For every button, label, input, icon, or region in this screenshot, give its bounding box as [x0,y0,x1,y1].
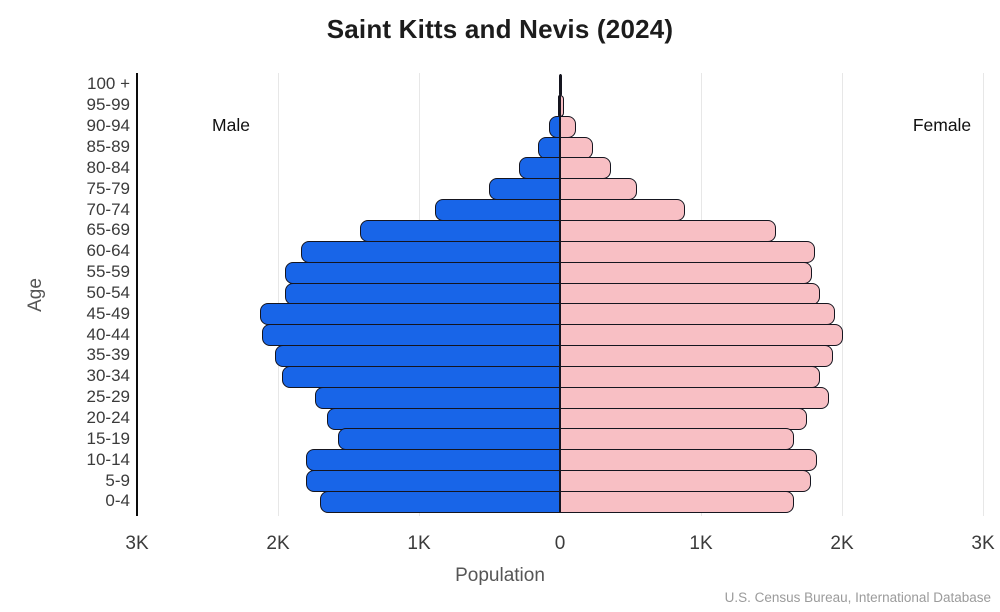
bar-male-30-34 [281,365,560,388]
bar-male-65-69 [360,219,560,242]
gridline [983,73,984,516]
bar-female-20-24 [560,407,807,430]
y-tick-label: 80-84 [86,157,130,177]
bar-female-60-64 [560,240,816,263]
y-tick-label: 55-59 [86,262,130,282]
bar-female-30-34 [560,365,821,388]
y-tick-label: 70-74 [86,199,130,219]
y-tick-label: 65-69 [86,220,130,240]
y-tick-label: 90-94 [86,116,130,136]
y-axis-line [136,73,138,516]
bar-male-75-79 [488,178,560,201]
x-tick-label: 0 [554,533,566,554]
bar-male-85-89 [538,136,560,159]
bar-female-65-69 [560,219,776,242]
y-tick-label: 30-34 [86,366,130,386]
bar-female-90-94 [560,115,576,138]
bar-female-80-84 [560,157,612,180]
chart-title: Saint Kitts and Nevis (2024) [326,14,674,44]
bar-female-45-49 [560,303,835,326]
bar-female-75-79 [560,178,637,201]
x-tick-label: 2K [830,533,854,554]
bar-female-15-19 [560,428,795,451]
bar-male-50-54 [285,282,560,305]
bar-male-10-14 [306,449,560,472]
y-tick-label: 85-89 [86,136,130,156]
bar-female-95-99 [560,94,564,117]
bar-male-5-9 [306,470,560,493]
x-tick-label: 3K [971,533,995,554]
bar-female-100 [560,74,562,96]
x-tick-label: 3K [125,533,149,554]
y-tick-label: 20-24 [86,408,130,428]
gridline [842,73,843,516]
bar-male-40-44 [262,324,560,347]
y-tick-label: 10-14 [86,449,130,469]
bar-female-40-44 [560,324,844,347]
x-axis-title: Population [455,565,545,586]
y-tick-label: 25-29 [86,387,130,407]
bar-male-0-4 [320,491,560,513]
gridline [278,73,279,516]
y-tick-label: 15-19 [86,428,130,448]
bar-female-50-54 [560,282,821,305]
y-axis-title: Age [25,278,46,312]
bar-female-85-89 [560,136,594,159]
x-tick-label: 2K [266,533,290,554]
source-attribution: U.S. Census Bureau, International Databa… [724,590,991,605]
bar-female-10-14 [560,449,818,472]
y-tick-label: 5-9 [105,470,130,490]
bar-male-90-94 [549,115,560,138]
y-tick-label: 50-54 [86,282,130,302]
bar-female-0-4 [560,491,795,513]
bar-male-45-49 [259,303,560,326]
y-tick-label: 40-44 [86,324,130,344]
bar-female-70-74 [560,199,686,222]
bar-female-35-39 [560,345,833,368]
bar-female-5-9 [560,470,811,493]
bar-male-70-74 [434,199,560,222]
male-series-label: Male [212,115,250,135]
bar-male-25-29 [314,386,560,409]
y-tick-label: 95-99 [86,95,130,115]
y-tick-label: 100 + [86,74,130,94]
bar-male-55-59 [285,261,560,284]
y-tick-label: 0-4 [105,491,130,511]
bar-male-15-19 [337,428,560,451]
bar-female-55-59 [560,261,813,284]
y-tick-label: 35-39 [86,345,130,365]
bar-male-20-24 [326,407,560,430]
x-tick-label: 1K [407,533,431,554]
bar-male-35-39 [275,345,560,368]
bar-male-60-64 [301,240,560,263]
y-tick-label: 60-64 [86,241,130,261]
y-tick-label: 45-49 [86,303,130,323]
bar-female-25-29 [560,386,829,409]
female-series-label: Female [912,115,972,135]
bar-male-80-84 [519,157,560,180]
x-tick-label: 1K [689,533,713,554]
y-tick-label: 75-79 [86,178,130,198]
